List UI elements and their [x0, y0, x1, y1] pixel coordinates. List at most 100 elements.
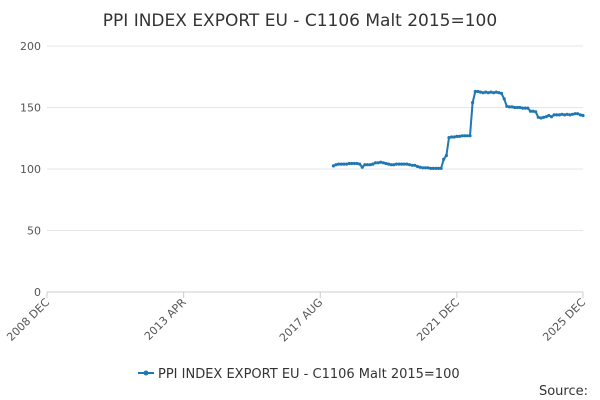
data-point[interactable]: [339, 162, 343, 166]
data-point[interactable]: [389, 163, 393, 167]
data-point[interactable]: [426, 166, 430, 170]
data-point[interactable]: [452, 135, 456, 139]
data-point[interactable]: [557, 113, 562, 117]
data-point[interactable]: [463, 134, 467, 138]
data-point[interactable]: [497, 91, 501, 95]
data-point[interactable]: [334, 163, 338, 167]
data-point[interactable]: [415, 164, 420, 169]
data-point[interactable]: [552, 113, 556, 117]
data-point[interactable]: [526, 106, 530, 110]
data-point[interactable]: [436, 166, 441, 170]
data-point[interactable]: [400, 162, 404, 166]
data-point[interactable]: [534, 110, 538, 114]
data-point[interactable]: [371, 162, 375, 166]
data-point[interactable]: [413, 163, 417, 167]
data-point[interactable]: [489, 90, 493, 94]
data-point[interactable]: [494, 90, 498, 94]
data-point[interactable]: [381, 161, 385, 165]
data-point[interactable]: [468, 134, 472, 138]
data-point[interactable]: [581, 113, 585, 118]
data-point[interactable]: [376, 161, 380, 165]
data-point[interactable]: [476, 89, 480, 94]
data-point[interactable]: [518, 105, 522, 110]
data-point[interactable]: [344, 162, 349, 166]
data-point[interactable]: [484, 90, 488, 94]
data-point[interactable]: [410, 163, 414, 167]
data-point[interactable]: [549, 115, 554, 119]
data-point[interactable]: [392, 163, 396, 167]
data-point[interactable]: [439, 166, 443, 170]
data-point[interactable]: [528, 109, 533, 113]
series-line[interactable]: [332, 90, 584, 170]
data-point[interactable]: [429, 166, 433, 170]
data-point[interactable]: [536, 115, 540, 119]
data-point[interactable]: [481, 91, 485, 95]
data-point[interactable]: [539, 116, 543, 120]
data-point[interactable]: [547, 113, 551, 118]
data-point[interactable]: [363, 163, 367, 167]
data-point[interactable]: [478, 90, 483, 94]
data-point[interactable]: [510, 105, 514, 109]
data-point[interactable]: [555, 113, 559, 117]
data-point[interactable]: [573, 112, 577, 116]
data-point[interactable]: [492, 91, 496, 95]
data-point[interactable]: [570, 112, 575, 116]
data-point[interactable]: [423, 166, 427, 170]
data-point[interactable]: [352, 161, 356, 166]
data-point[interactable]: [402, 162, 406, 166]
data-point[interactable]: [465, 134, 469, 138]
data-point[interactable]: [521, 106, 525, 110]
data-point[interactable]: [342, 162, 346, 166]
data-point[interactable]: [568, 113, 572, 117]
data-point[interactable]: [515, 105, 519, 110]
data-point[interactable]: [542, 115, 546, 119]
data-point[interactable]: [368, 163, 372, 167]
data-point[interactable]: [457, 134, 462, 138]
data-point[interactable]: [565, 112, 569, 116]
data-point[interactable]: [337, 162, 341, 166]
data-point[interactable]: [513, 105, 517, 110]
data-point[interactable]: [350, 161, 354, 166]
data-point[interactable]: [431, 166, 435, 170]
data-point[interactable]: [473, 89, 477, 94]
data-point[interactable]: [418, 165, 422, 169]
data-point[interactable]: [397, 162, 401, 166]
data-point[interactable]: [360, 165, 364, 169]
data-point[interactable]: [578, 113, 583, 117]
data-point[interactable]: [450, 135, 454, 139]
data-point[interactable]: [486, 91, 490, 95]
data-point[interactable]: [499, 91, 504, 95]
data-point[interactable]: [421, 166, 425, 170]
data-point[interactable]: [387, 162, 391, 166]
data-point[interactable]: [563, 113, 567, 117]
data-point[interactable]: [408, 163, 412, 167]
data-point[interactable]: [331, 164, 335, 168]
data-point[interactable]: [434, 166, 438, 170]
data-point[interactable]: [442, 157, 446, 161]
data-point[interactable]: [384, 161, 388, 166]
data-point[interactable]: [373, 161, 377, 165]
axes: 0 50 100 150 200 2008 DEC 2013 APR 2017 AUG 2021…: [4, 40, 588, 344]
data-point[interactable]: [576, 112, 580, 116]
data-point[interactable]: [455, 134, 459, 138]
data-point[interactable]: [394, 162, 399, 166]
data-point[interactable]: [502, 97, 506, 101]
data-point[interactable]: [460, 134, 464, 138]
data-point[interactable]: [531, 109, 535, 113]
data-point[interactable]: [444, 153, 448, 158]
data-point[interactable]: [447, 136, 451, 140]
data-point[interactable]: [355, 161, 359, 166]
data-point[interactable]: [544, 115, 548, 119]
data-point[interactable]: [560, 112, 564, 116]
data-point[interactable]: [365, 163, 370, 167]
data-point[interactable]: [505, 104, 509, 108]
data-point[interactable]: [379, 160, 383, 164]
data-point[interactable]: [405, 162, 409, 166]
data-point[interactable]: [347, 161, 351, 166]
data-point[interactable]: [507, 105, 511, 109]
data-point[interactable]: [523, 106, 527, 110]
data-point[interactable]: [358, 162, 362, 166]
legend[interactable]: PPI INDEX EXPORT EU - C1106 Malt 2015=10…: [138, 367, 460, 382]
data-point[interactable]: [471, 101, 475, 105]
